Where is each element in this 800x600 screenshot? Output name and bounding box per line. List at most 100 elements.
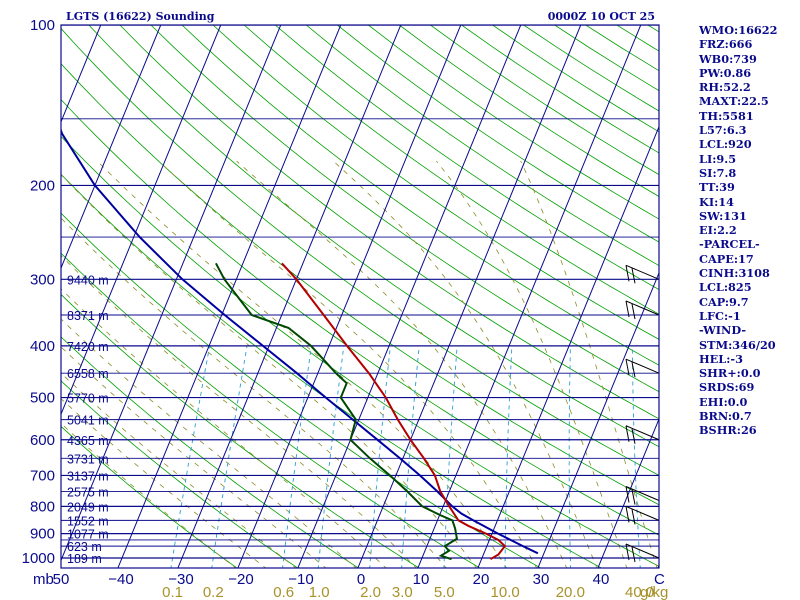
height-label: 1552 m	[67, 514, 109, 528]
height-label: 3137 m	[67, 469, 109, 483]
temperature-trace	[281, 262, 507, 561]
height-labels: 9440 m 8371 m 7420 m 6558 m 5770 m 5041 m 4365…	[67, 273, 109, 566]
dry-adiabats	[61, 25, 659, 568]
height-label: 5041 m	[67, 414, 109, 428]
sounding-index: CAP:9.7	[699, 294, 749, 309]
wind-barb-flag	[625, 486, 630, 503]
dry-adiabat-line	[61, 425, 238, 568]
wind-barb-flag	[625, 425, 630, 442]
sounding-index: FRZ:666	[699, 37, 753, 52]
sounding-index: SI:7.8	[699, 165, 737, 180]
wind-barb-flag	[625, 300, 630, 318]
pressure-tick-label: 1000	[22, 550, 55, 567]
dry-adiabat-line	[243, 25, 659, 315]
mixing-ratio-line	[443, 345, 458, 568]
pressure-tick-label: 900	[30, 526, 55, 543]
isotherm-line	[61, 25, 282, 562]
wind-barb-staff	[625, 300, 660, 316]
isotherm-line	[537, 271, 659, 568]
dry-adiabat-line	[212, 25, 659, 340]
mixing-ratio-line	[401, 345, 420, 568]
sounding-index: SRDS:69	[699, 380, 755, 395]
mixing-ratio-line	[369, 345, 391, 568]
mixing-ratio-label: 20.0	[556, 584, 585, 600]
sounding-index: L57:6.3	[699, 123, 747, 138]
isotherm-line	[477, 125, 659, 568]
sounding-index: WB0:739	[699, 51, 757, 66]
moist-adiabats	[61, 160, 658, 568]
dry-adiabat-line	[181, 25, 659, 366]
pressure-unit-label: mb	[33, 571, 54, 588]
sounding-index: LCL:825	[699, 280, 752, 295]
height-label: 6558 m	[67, 367, 109, 381]
mixing-ratio-line	[631, 345, 641, 568]
dry-adiabat-line	[61, 63, 659, 506]
sounding-index: -PARCEL-	[699, 237, 760, 252]
mixing-ratio-label: 2.0	[360, 584, 381, 600]
moist-adiabat-line	[61, 255, 417, 568]
sounding-index: LFC:-1	[699, 308, 741, 323]
moist-adiabat-line	[158, 160, 538, 568]
temperature-unit-label: C	[654, 571, 665, 588]
sounding-index: -WIND-	[699, 323, 747, 338]
dry-adiabat-line	[274, 25, 659, 291]
wind-barb	[625, 505, 660, 525]
wind-barb-flag	[625, 506, 630, 523]
wind-barb-flag	[625, 359, 630, 376]
dry-adiabat-line	[61, 27, 659, 476]
height-label: 3731 m	[67, 452, 109, 466]
sounding-index: TH:5581	[699, 108, 754, 123]
temperature-tick-label: 30	[533, 571, 550, 588]
height-label: 9440 m	[67, 273, 109, 287]
moist-adiabat-line	[61, 422, 237, 568]
mixing-ratio-label: 5.0	[434, 584, 455, 600]
temperature-tick-label: −20	[228, 571, 253, 588]
parcel-trace	[61, 127, 539, 555]
sounding-index: KI:14	[699, 194, 734, 209]
height-label: 4365 m	[67, 434, 109, 448]
dry-adiabat-line	[61, 135, 659, 567]
temperature-trace-line	[281, 262, 507, 561]
moist-adiabat-line	[61, 174, 477, 568]
wind-barb-staff	[625, 425, 660, 441]
parcel-trace-line	[61, 127, 539, 555]
mixing-ratio-lines	[170, 345, 641, 568]
isotherm-line	[177, 25, 402, 568]
wind-barb-flag	[631, 546, 636, 563]
wind-barb	[625, 358, 660, 378]
dry-adiabat-line	[61, 380, 299, 568]
isotherm-line	[61, 25, 222, 416]
pressure-tick-label: 800	[30, 498, 55, 515]
sounding-index: PW:0.86	[699, 65, 752, 80]
isotherm-line	[237, 25, 462, 568]
pressure-tick-label: 100	[30, 17, 55, 34]
isotherm-line	[297, 25, 522, 568]
plot-frame	[60, 24, 660, 569]
temperature-tick-label: 40	[593, 571, 610, 588]
wind-barb-staff	[625, 543, 660, 559]
isotherm-line	[417, 25, 642, 568]
wind-barb-flag	[631, 489, 636, 505]
sounding-index: EHI:0.0	[699, 394, 748, 409]
moist-adiabat-line	[61, 398, 267, 568]
isobars	[61, 25, 659, 559]
moist-adiabat-line	[97, 160, 508, 568]
wind-barb-flag	[631, 428, 636, 444]
wind-barb-flag	[631, 509, 636, 525]
mixing-ratio-line	[568, 345, 572, 568]
mixing-ratio-label: 1.0	[309, 584, 330, 600]
temperature-tick-label: −10	[288, 571, 313, 588]
sounding-index: RH:52.2	[699, 80, 751, 95]
sounding-index: CAPE:17	[699, 251, 754, 266]
moist-adiabat-line	[61, 288, 387, 568]
wind-barb-staff	[625, 486, 660, 501]
dry-adiabat-line	[150, 25, 659, 393]
height-label: 189 m	[67, 552, 102, 566]
plot-area	[61, 25, 659, 568]
temperature-tick-label: 0	[357, 571, 365, 588]
temperature-tick-label: 10	[413, 571, 430, 588]
pressure-axis-labels: 100 200 300 400 500 600 700 800 900 1000	[22, 17, 55, 567]
mixing-ratio-line	[504, 345, 513, 568]
